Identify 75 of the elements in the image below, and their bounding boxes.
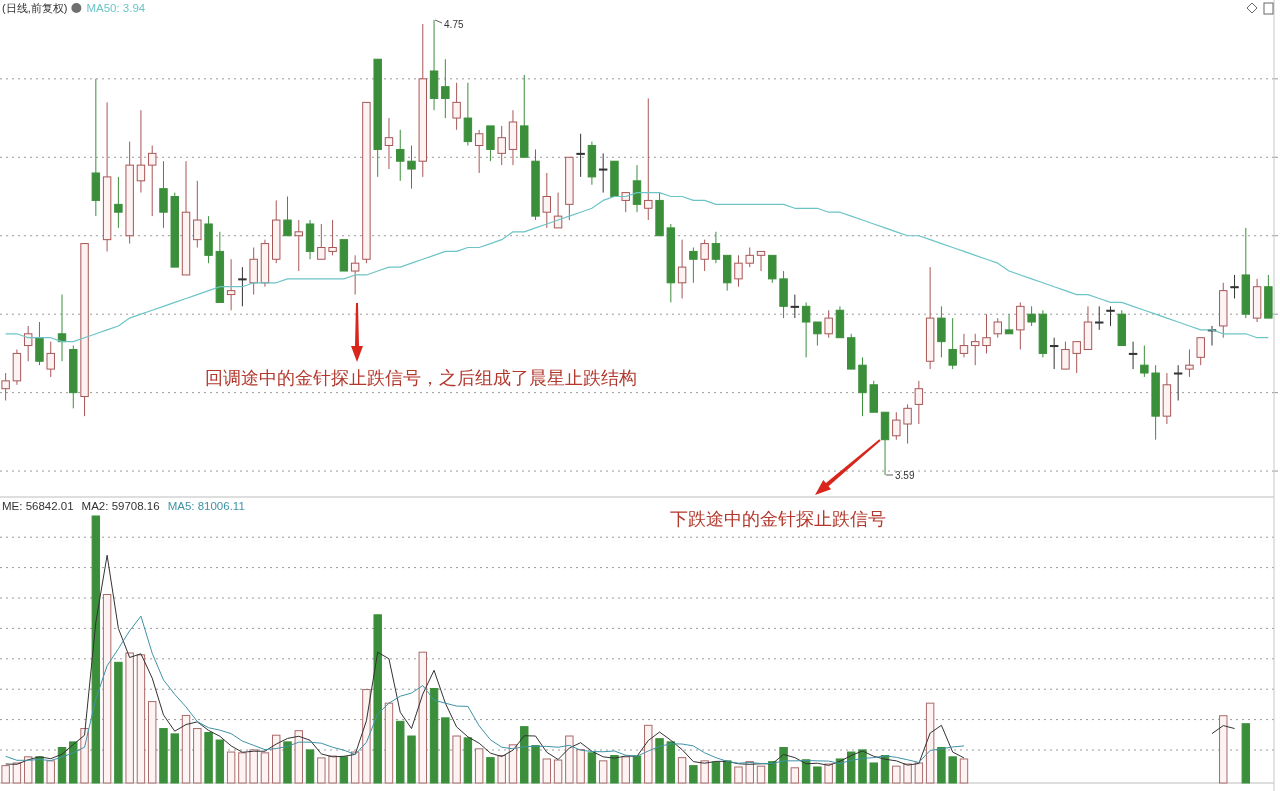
candlestick (745, 247, 754, 268)
candlestick (1173, 364, 1183, 401)
candlestick (937, 305, 946, 358)
candlestick (598, 152, 608, 194)
candlestick (1061, 341, 1070, 370)
candlestick (700, 239, 709, 272)
annotation: 3.59 (895, 470, 915, 481)
text: (日线,前复权) (2, 2, 68, 14)
candlestick (463, 82, 473, 147)
candlestick (553, 192, 563, 229)
legend: MA2: 59708.16 (81, 500, 160, 512)
legend: MA50: 3.94 (86, 2, 146, 14)
candlestick (959, 333, 969, 358)
candlestick (147, 145, 157, 217)
candlestick (813, 321, 822, 347)
candlestick (159, 160, 168, 229)
candlestick (1, 372, 10, 401)
candlestick (452, 82, 461, 131)
candlestick (824, 309, 833, 339)
candlestick (114, 176, 123, 229)
candlestick (689, 247, 698, 284)
annotation: 回调途中的金针探止跌信号，之后组成了晨星止跌结构 (205, 368, 637, 388)
candlestick (644, 97, 653, 221)
candlestick (801, 301, 811, 358)
candlestick (790, 294, 800, 319)
candlestick (1016, 301, 1025, 350)
candlestick (1230, 274, 1239, 299)
candlestick (486, 125, 495, 162)
candlestick (226, 258, 236, 311)
candlestick (1185, 348, 1194, 378)
candlestick (677, 239, 687, 299)
candlestick (396, 129, 405, 182)
candlestick (1004, 313, 1014, 335)
candlestick (903, 403, 912, 445)
candlestick (474, 129, 484, 174)
candlestick (35, 321, 44, 366)
candlestick (317, 223, 326, 260)
candlestick (1049, 337, 1059, 370)
candlestick (971, 333, 980, 366)
candlestick (1140, 345, 1149, 378)
candlestick (294, 219, 303, 272)
candlestick (542, 172, 552, 229)
candlestick (711, 231, 721, 264)
candlestick (892, 411, 901, 441)
candlestick (441, 58, 450, 119)
candlestick (193, 180, 202, 248)
text: ME: 56842.01 (2, 500, 74, 512)
candlestick (249, 247, 258, 296)
candlestick (384, 117, 394, 170)
candlestick (238, 266, 247, 307)
candlestick (497, 125, 506, 166)
candlestick (1106, 305, 1115, 327)
candlestick (407, 145, 416, 190)
candlestick (576, 133, 585, 178)
candlestick (283, 196, 292, 237)
annotation: 4.75 (444, 19, 464, 30)
candlestick (1095, 305, 1104, 331)
candlestick (756, 250, 766, 272)
candlestick (948, 317, 957, 370)
candlestick (46, 341, 55, 378)
annotation: 下跌途中的金针探止跌信号 (670, 509, 886, 529)
candlestick (328, 219, 337, 256)
legend: MA5: 81006.11 (167, 500, 245, 512)
candlestick (1072, 341, 1081, 374)
candlestick (136, 109, 146, 194)
candlestick (350, 254, 360, 296)
candlestick (632, 164, 642, 213)
candlestick (1128, 341, 1138, 370)
candlestick (1196, 337, 1205, 366)
candlestick (734, 254, 743, 288)
candlestick (1027, 305, 1036, 327)
candlestick (914, 380, 924, 425)
candlestick (982, 313, 991, 354)
candlestick (23, 325, 33, 362)
candlestick (993, 317, 1002, 339)
